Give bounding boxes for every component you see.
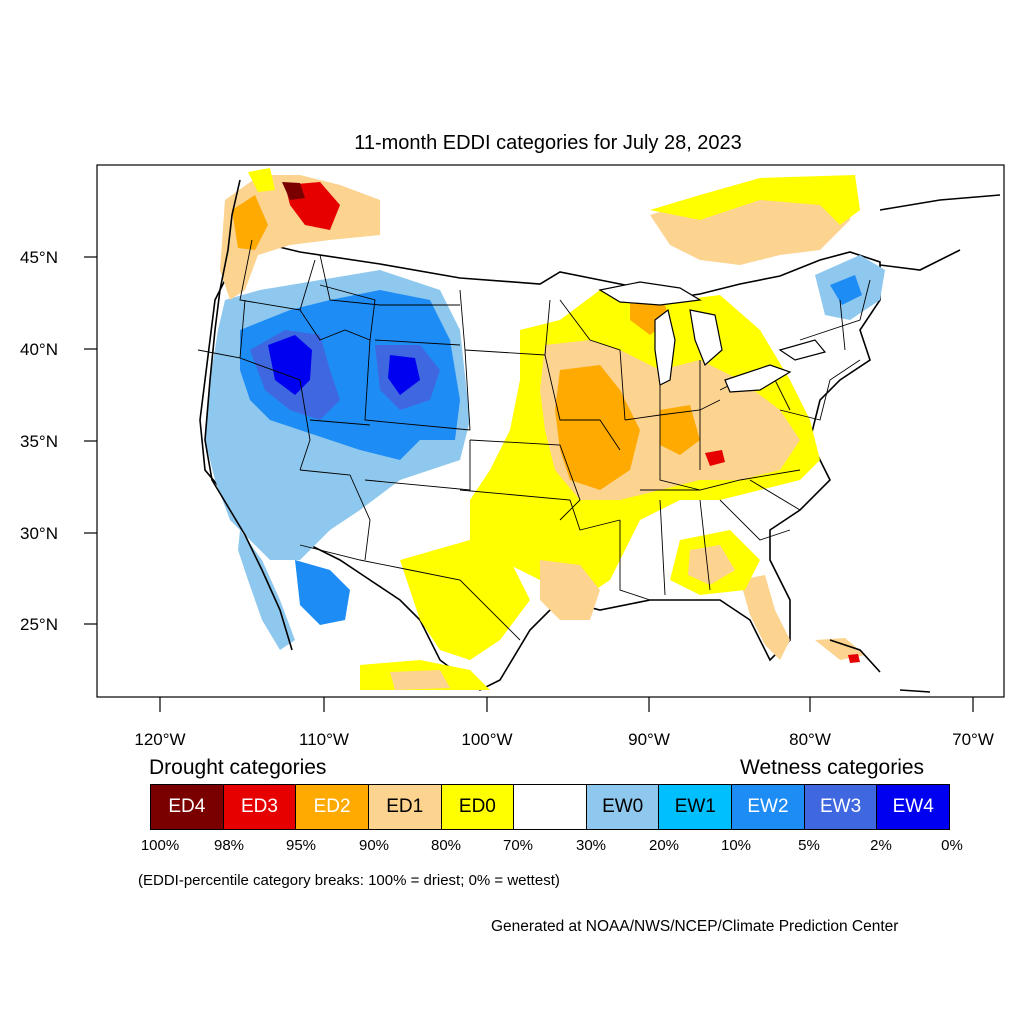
map-title: 11-month EDDI categories for July 28, 20…	[354, 132, 742, 154]
legend-cell-ew4: EW4	[877, 785, 950, 829]
coastlines	[204, 179, 1001, 693]
legend-label-ed2: ED2	[313, 796, 351, 817]
legend-label-ed0: ED0	[458, 796, 496, 817]
legend-bar: ED4 ED3 ED2 ED1 ED0 EW0 EW1 EW2 EW3 EW4	[150, 784, 950, 830]
lat-label-45: 45°N	[20, 248, 58, 267]
lat-ticks	[84, 256, 97, 625]
ed1-texas	[540, 560, 600, 620]
lon-label-70: 70°W	[952, 730, 994, 749]
legend-cell-ed3: ED3	[223, 785, 297, 829]
drought-heading: Drought categories	[149, 756, 327, 779]
break-label: 98%	[213, 837, 245, 854]
ew1-newengland	[830, 275, 862, 305]
break-note: (EDDI-percentile category breaks: 100% =…	[138, 872, 560, 889]
ew4-utah	[268, 335, 312, 395]
great-lakes	[598, 281, 827, 393]
ed3-cuba	[848, 654, 860, 663]
legend-cell-ed1: ED1	[368, 785, 442, 829]
legend-label-ew3: EW3	[819, 796, 862, 817]
ed2-pnw	[232, 195, 268, 250]
legend-label-ew4: EW4	[892, 796, 934, 817]
lon-label-80: 80°W	[789, 730, 831, 749]
ed2-indiana	[660, 405, 700, 455]
break-label: 0%	[941, 837, 963, 854]
legend-cell-ed4: ED4	[151, 785, 224, 829]
legend-label-ed1: ED1	[386, 796, 424, 817]
legend-label-ed3: ED3	[240, 796, 278, 817]
legend-cell-ew2: EW2	[732, 785, 805, 829]
ed0-texas	[400, 540, 530, 660]
ew4-colorado	[388, 355, 420, 395]
break-label: 10%	[720, 837, 752, 854]
ed0-ontario	[650, 175, 860, 225]
ed4-pnw	[282, 182, 305, 200]
ed1-southeast	[688, 545, 735, 585]
break-label: 70%	[502, 837, 534, 854]
ed3-kentucky	[705, 450, 725, 466]
lon-label-110: 110°W	[299, 730, 349, 749]
ew-baja	[238, 530, 295, 650]
ed1-pnw	[220, 175, 380, 300]
map-frame	[96, 164, 1005, 698]
lon-label-120: 120°W	[134, 730, 185, 749]
ed0-pnw	[248, 168, 275, 192]
break-label: 5%	[798, 837, 820, 854]
state-boundaries	[197, 239, 871, 641]
legend-cell-ed0: ED0	[441, 785, 515, 829]
break-label: 100%	[140, 837, 180, 854]
ed1-florida	[740, 575, 790, 660]
lat-label-40: 40°N	[20, 340, 58, 359]
break-label: 95%	[285, 837, 317, 854]
break-label: 80%	[430, 837, 462, 854]
break-label: 2%	[870, 837, 892, 854]
legend-cell-normal	[514, 785, 587, 829]
legend-label-ew0: EW0	[602, 796, 644, 817]
wetness-heading: Wetness categories	[740, 756, 925, 779]
legend-label-ew1: EW1	[674, 796, 716, 817]
legend-cell-ew0: EW0	[586, 785, 660, 829]
lat-label-35: 35°N	[20, 432, 58, 451]
ed-cuba	[815, 638, 865, 660]
ed2-missouri	[555, 365, 640, 490]
break-label: 90%	[358, 837, 390, 854]
legend-label-ew2: EW2	[747, 796, 789, 817]
lon-label-100: 100°W	[461, 730, 512, 749]
legend-cell-ew3: EW3	[804, 785, 878, 829]
break-label: 30%	[575, 837, 607, 854]
lat-label-25: 25°N	[20, 615, 58, 634]
ew-arizona	[295, 560, 350, 625]
lat-label-30: 30°N	[20, 524, 58, 543]
credit-line: Generated at NOAA/NWS/NCEP/Climate Predi…	[491, 918, 899, 935]
legend-cell-ew1: EW1	[659, 785, 733, 829]
legend-label-ed4: ED4	[168, 796, 206, 817]
lon-ticks	[159, 697, 974, 712]
legend-cell-ed2: ED2	[296, 785, 369, 829]
ed1-mexico	[390, 670, 450, 690]
lon-label-90: 90°W	[628, 730, 670, 749]
break-label: 20%	[648, 837, 680, 854]
